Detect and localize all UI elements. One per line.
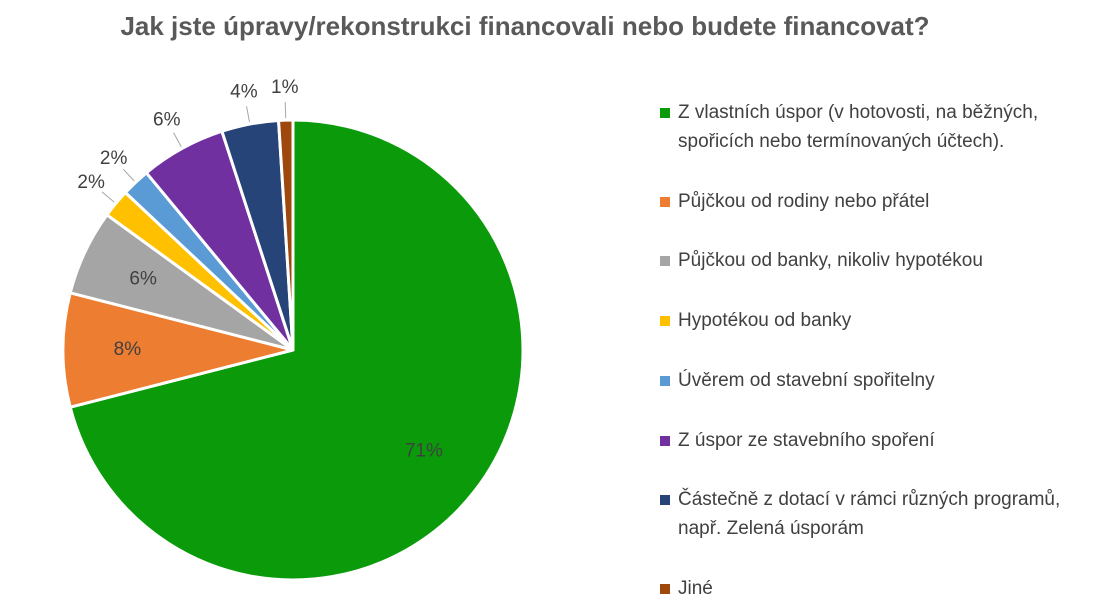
legend-label: Hypotékou od banky <box>678 310 852 332</box>
leader-line <box>284 102 287 119</box>
legend-swatch <box>660 375 670 386</box>
leader-line <box>246 106 251 123</box>
legend-item: Úvěrem od stavební spořitelny <box>660 366 1105 395</box>
legend-swatch <box>660 435 670 446</box>
data-label: 6% <box>129 269 157 290</box>
legend-label: Z úspor ze stavebního spoření <box>678 429 935 451</box>
legend-swatch <box>660 256 670 267</box>
data-label: 4% <box>230 82 258 103</box>
legend-swatch <box>660 108 670 118</box>
pie-slice <box>61 290 294 410</box>
legend-swatch <box>660 316 670 327</box>
legend-label: Jiné <box>678 577 713 599</box>
legend-item: Hypotékou od banky <box>660 306 1105 335</box>
data-label: 1% <box>271 77 299 98</box>
legend-label: Půjčkou od rodiny nebo přátel <box>678 190 930 212</box>
legend-item: Půjčkou od rodiny nebo přátel <box>660 187 1105 216</box>
legend-label: Částečně z dotací v rámci různých progra… <box>678 489 1061 540</box>
legend-label: Z vlastních úspor (v hotovosti, na běžný… <box>678 102 1039 152</box>
legend-item: Částečně z dotací v rámci různých progra… <box>660 485 1105 543</box>
legend-item: Z vlastních úspor (v hotovosti, na běžný… <box>660 98 1105 156</box>
data-label: 2% <box>100 148 128 169</box>
legend-label: Půjčkou od banky, nikoliv hypotékou <box>678 250 983 272</box>
data-label: 2% <box>77 172 105 193</box>
legend: Z vlastních úspor (v hotovosti, na běžný… <box>660 98 1105 603</box>
legend-item: Půjčkou od banky, nikoliv hypotékou <box>660 246 1105 275</box>
data-label: 71% <box>405 441 443 462</box>
leader-line <box>122 168 135 182</box>
leader-line <box>173 132 182 147</box>
pie-slice <box>68 118 525 582</box>
legend-item: Jiné <box>660 574 1105 603</box>
legend-item: Z úspor ze stavebního spoření <box>660 426 1105 455</box>
legend-label: Úvěrem od stavební spořitelny <box>678 369 935 391</box>
leader-line <box>101 191 115 203</box>
chart-title: Jak jste úpravy/rekonstrukci financovali… <box>120 11 929 41</box>
legend-swatch <box>660 583 670 594</box>
data-label: 6% <box>153 109 181 130</box>
legend-swatch <box>660 495 670 506</box>
legend-swatch <box>660 196 670 207</box>
pie-slice <box>276 118 295 351</box>
data-label: 8% <box>114 339 142 360</box>
